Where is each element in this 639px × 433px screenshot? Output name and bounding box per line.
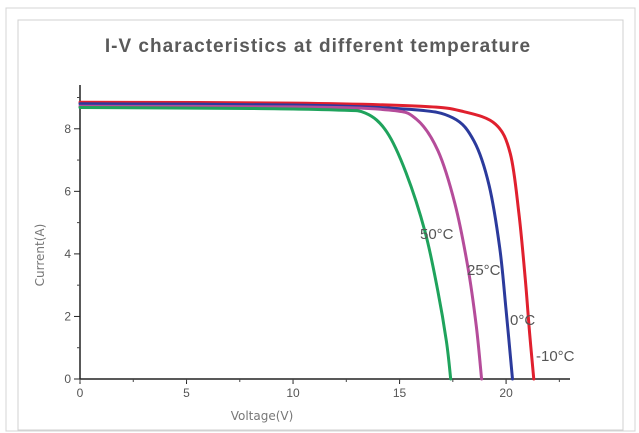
series-label-0c: 0°C xyxy=(510,312,535,329)
series-line-50c xyxy=(78,106,453,381)
x-tick-label: 20 xyxy=(499,386,513,400)
outer-border xyxy=(5,7,636,432)
series-label-minus10c: -10°C xyxy=(536,348,575,365)
x-axis-label: Voltage(V) xyxy=(231,409,294,423)
x-tick-label: 15 xyxy=(393,386,407,400)
series-label-50c: 50°C xyxy=(420,226,454,243)
ticks xyxy=(74,97,560,384)
series-group xyxy=(78,100,536,381)
x-tick-label: 5 xyxy=(183,386,190,400)
y-axis-label: Current(A) xyxy=(33,224,47,287)
axes xyxy=(79,85,570,380)
chart-title: I-V characteristics at different tempera… xyxy=(105,36,531,57)
x-tick-label: 10 xyxy=(286,386,300,400)
inner-border xyxy=(17,19,624,431)
series-label-25c: 25°C xyxy=(467,262,501,279)
y-tick-label: 0 xyxy=(64,372,71,386)
x-tick-label: 0 xyxy=(77,386,84,400)
y-tick-label: 4 xyxy=(64,247,71,261)
y-tick-label: 8 xyxy=(64,122,71,136)
series-labels: 50°C 25°C 0°C -10°C xyxy=(420,226,575,365)
series-line-25c xyxy=(78,104,484,381)
series-line-minus10c xyxy=(78,100,536,381)
y-tick-label: 6 xyxy=(64,184,71,198)
series-line-0c xyxy=(78,102,514,381)
tick-labels: 0 5 10 15 20 0 2 4 6 8 xyxy=(64,122,513,400)
y-tick-label: 2 xyxy=(64,309,71,323)
